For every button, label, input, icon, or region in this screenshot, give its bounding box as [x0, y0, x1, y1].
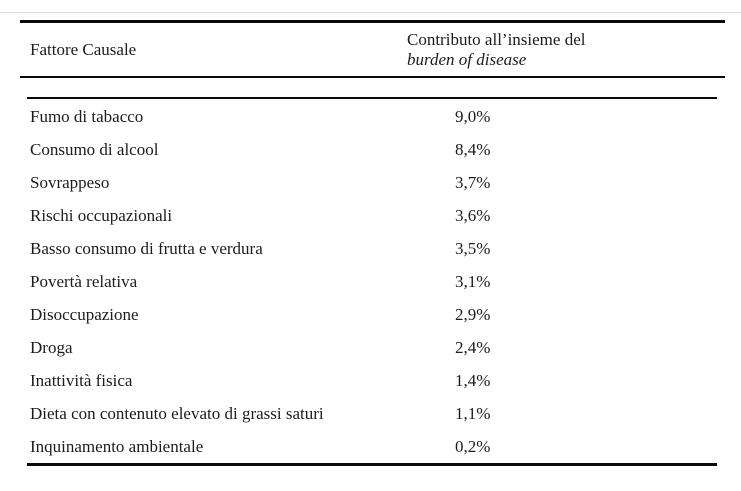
header-contributo-line1: Contributo all’insieme del — [407, 29, 586, 49]
value-cell: 3,5% — [455, 239, 491, 258]
table-row: Inattività fisica 1,4% — [0, 364, 741, 397]
value-cell: 2,9% — [455, 305, 491, 324]
table-header-row: Fattore Causale Contributo all’insieme d… — [0, 23, 741, 76]
factor-cell: Dieta con contenuto elevato di grassi sa… — [30, 404, 324, 423]
table-row: Disoccupazione 2,9% — [0, 298, 741, 331]
value-cell: 2,4% — [455, 338, 491, 357]
table-row: Dieta con contenuto elevato di grassi sa… — [0, 397, 741, 430]
table-row: Basso consumo di frutta e verdura 3,5% — [0, 232, 741, 265]
table-row: Consumo di alcool 8,4% — [0, 133, 741, 166]
factor-cell: Basso consumo di frutta e verdura — [30, 239, 263, 258]
factor-cell: Inquinamento ambientale — [30, 437, 204, 456]
value-cell: 1,1% — [455, 404, 491, 423]
value-cell: 8,4% — [455, 140, 491, 159]
value-cell: 3,6% — [455, 206, 491, 225]
factor-cell: Inattività fisica — [30, 371, 133, 390]
value-cell: 1,4% — [455, 371, 491, 390]
scan-artifact-line — [0, 12, 741, 13]
header-fattore-causale: Fattore Causale — [30, 39, 137, 59]
body-top-rule — [27, 97, 717, 99]
factor-cell: Consumo di alcool — [30, 140, 159, 159]
table-row: Fumo di tabacco 9,0% — [0, 100, 741, 133]
table-row: Droga 2,4% — [0, 331, 741, 364]
header-contributo-line2: burden of disease — [407, 49, 527, 69]
value-cell: 9,0% — [455, 107, 491, 126]
header-contributo: Contributo all’insieme del burden of dis… — [407, 30, 585, 70]
factor-cell: Sovrappeso — [30, 173, 110, 192]
value-cell: 3,1% — [455, 272, 491, 291]
table-row: Povertà relativa 3,1% — [0, 265, 741, 298]
table-top-rule — [20, 20, 725, 23]
table-bottom-rule — [27, 463, 717, 466]
factor-cell: Disoccupazione — [30, 305, 139, 324]
factor-cell: Fumo di tabacco — [30, 107, 144, 126]
table-row: Sovrappeso 3,7% — [0, 166, 741, 199]
factor-cell: Droga — [30, 338, 73, 357]
value-cell: 3,7% — [455, 173, 491, 192]
table-row: Rischi occupazionali 3,6% — [0, 199, 741, 232]
factor-cell: Rischi occupazionali — [30, 206, 173, 225]
table-body: Fumo di tabacco 9,0% Consumo di alcool 8… — [0, 100, 741, 463]
factor-cell: Povertà relativa — [30, 272, 138, 291]
table-row: Inquinamento ambientale 0,2% — [0, 430, 741, 463]
value-cell: 0,2% — [455, 437, 491, 456]
header-bottom-rule — [20, 76, 725, 78]
